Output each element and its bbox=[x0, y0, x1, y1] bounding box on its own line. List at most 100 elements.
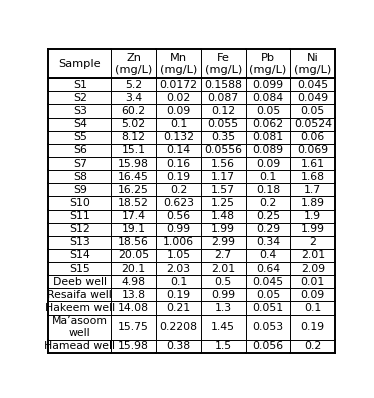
Text: 0.1588: 0.1588 bbox=[204, 80, 242, 90]
Text: 0.05: 0.05 bbox=[256, 290, 280, 300]
Text: 0.99: 0.99 bbox=[166, 224, 190, 234]
Text: 0.25: 0.25 bbox=[256, 211, 280, 221]
Text: S11: S11 bbox=[70, 211, 90, 221]
Text: 0.4: 0.4 bbox=[260, 250, 277, 261]
Text: 0.1: 0.1 bbox=[260, 172, 277, 182]
Text: 1.7: 1.7 bbox=[304, 185, 321, 195]
Text: 1.45: 1.45 bbox=[211, 322, 235, 332]
Text: 14.08: 14.08 bbox=[118, 303, 149, 313]
Text: S13: S13 bbox=[70, 237, 90, 248]
Text: 1.57: 1.57 bbox=[211, 185, 235, 195]
Text: 16.25: 16.25 bbox=[118, 185, 149, 195]
Text: 0.045: 0.045 bbox=[297, 80, 328, 90]
Text: 15.98: 15.98 bbox=[118, 341, 149, 351]
Text: 1.006: 1.006 bbox=[163, 237, 194, 248]
Text: 60.2: 60.2 bbox=[122, 106, 146, 116]
Text: S9: S9 bbox=[73, 185, 87, 195]
Text: 5.02: 5.02 bbox=[122, 119, 146, 129]
Text: Mn
(mg/L): Mn (mg/L) bbox=[160, 53, 197, 75]
Text: S5: S5 bbox=[73, 132, 87, 142]
Text: 1.61: 1.61 bbox=[301, 158, 325, 169]
Text: 1.68: 1.68 bbox=[301, 172, 325, 182]
Text: 0.081: 0.081 bbox=[252, 132, 283, 142]
Text: 0.02: 0.02 bbox=[166, 93, 191, 103]
Text: 17.4: 17.4 bbox=[122, 211, 146, 221]
Text: 0.099: 0.099 bbox=[252, 80, 283, 90]
Text: 2.09: 2.09 bbox=[301, 263, 325, 274]
Text: 13.8: 13.8 bbox=[122, 290, 146, 300]
Text: 0.0556: 0.0556 bbox=[204, 145, 242, 156]
Text: 0.19: 0.19 bbox=[301, 322, 325, 332]
Text: 2.01: 2.01 bbox=[301, 250, 325, 261]
Text: 0.055: 0.055 bbox=[208, 119, 239, 129]
Text: 0.09: 0.09 bbox=[256, 158, 280, 169]
Text: 1.25: 1.25 bbox=[211, 198, 235, 208]
Text: S14: S14 bbox=[70, 250, 90, 261]
Text: 16.45: 16.45 bbox=[118, 172, 149, 182]
Text: 0.19: 0.19 bbox=[166, 172, 190, 182]
Text: 3.4: 3.4 bbox=[125, 93, 142, 103]
Text: 1.89: 1.89 bbox=[301, 198, 325, 208]
Text: 0.34: 0.34 bbox=[256, 237, 280, 248]
Text: 15.75: 15.75 bbox=[118, 322, 149, 332]
Text: 20.05: 20.05 bbox=[118, 250, 149, 261]
Text: 18.52: 18.52 bbox=[118, 198, 149, 208]
Text: 0.045: 0.045 bbox=[252, 277, 283, 287]
Text: Pb
(mg/L): Pb (mg/L) bbox=[249, 53, 286, 75]
Text: 0.1: 0.1 bbox=[170, 119, 187, 129]
Text: 1.48: 1.48 bbox=[211, 211, 235, 221]
Text: S4: S4 bbox=[73, 119, 87, 129]
Text: 0.0524: 0.0524 bbox=[294, 119, 332, 129]
Text: 1.3: 1.3 bbox=[215, 303, 232, 313]
Text: Fe
(mg/L): Fe (mg/L) bbox=[205, 53, 242, 75]
Text: 0.21: 0.21 bbox=[166, 303, 190, 313]
Text: 0.38: 0.38 bbox=[166, 341, 190, 351]
Text: 0.056: 0.056 bbox=[252, 341, 283, 351]
Text: 0.05: 0.05 bbox=[301, 106, 325, 116]
Text: 1.9: 1.9 bbox=[304, 211, 321, 221]
Text: S10: S10 bbox=[69, 198, 90, 208]
Text: 0.062: 0.062 bbox=[252, 119, 283, 129]
Text: 2: 2 bbox=[309, 237, 316, 248]
Text: 0.56: 0.56 bbox=[166, 211, 190, 221]
Text: 1.99: 1.99 bbox=[211, 224, 235, 234]
Text: 8.12: 8.12 bbox=[122, 132, 146, 142]
Text: 0.14: 0.14 bbox=[166, 145, 190, 156]
Text: S8: S8 bbox=[73, 172, 87, 182]
Text: 0.2: 0.2 bbox=[170, 185, 187, 195]
Text: 0.084: 0.084 bbox=[252, 93, 283, 103]
Text: Sample: Sample bbox=[58, 59, 101, 69]
Text: 15.98: 15.98 bbox=[118, 158, 149, 169]
Text: 4.98: 4.98 bbox=[122, 277, 146, 287]
Text: 0.09: 0.09 bbox=[301, 290, 325, 300]
Text: Deeb well: Deeb well bbox=[53, 277, 107, 287]
Text: 0.18: 0.18 bbox=[256, 185, 280, 195]
Text: 0.5: 0.5 bbox=[215, 277, 232, 287]
Text: 0.35: 0.35 bbox=[211, 132, 235, 142]
Text: 0.132: 0.132 bbox=[163, 132, 194, 142]
Text: Hamead well: Hamead well bbox=[44, 341, 115, 351]
Text: 0.1: 0.1 bbox=[304, 303, 321, 313]
Text: 1.5: 1.5 bbox=[215, 341, 232, 351]
Text: 0.089: 0.089 bbox=[252, 145, 283, 156]
Text: 1.05: 1.05 bbox=[166, 250, 190, 261]
Text: S1: S1 bbox=[73, 80, 87, 90]
Text: 2.7: 2.7 bbox=[215, 250, 232, 261]
Text: S7: S7 bbox=[73, 158, 87, 169]
Text: 0.049: 0.049 bbox=[297, 93, 328, 103]
Text: 0.99: 0.99 bbox=[211, 290, 235, 300]
Text: 0.05: 0.05 bbox=[256, 106, 280, 116]
Text: 0.1: 0.1 bbox=[170, 277, 187, 287]
Text: 0.06: 0.06 bbox=[301, 132, 325, 142]
Text: 0.29: 0.29 bbox=[256, 224, 280, 234]
Text: 0.069: 0.069 bbox=[297, 145, 328, 156]
Text: 0.2208: 0.2208 bbox=[159, 322, 197, 332]
Text: 0.12: 0.12 bbox=[211, 106, 235, 116]
Text: S2: S2 bbox=[73, 93, 87, 103]
Text: 0.09: 0.09 bbox=[166, 106, 191, 116]
Text: 1.17: 1.17 bbox=[211, 172, 235, 182]
Text: 2.03: 2.03 bbox=[166, 263, 190, 274]
Text: 2.99: 2.99 bbox=[211, 237, 235, 248]
Text: 0.2: 0.2 bbox=[304, 341, 321, 351]
Text: 0.19: 0.19 bbox=[166, 290, 190, 300]
